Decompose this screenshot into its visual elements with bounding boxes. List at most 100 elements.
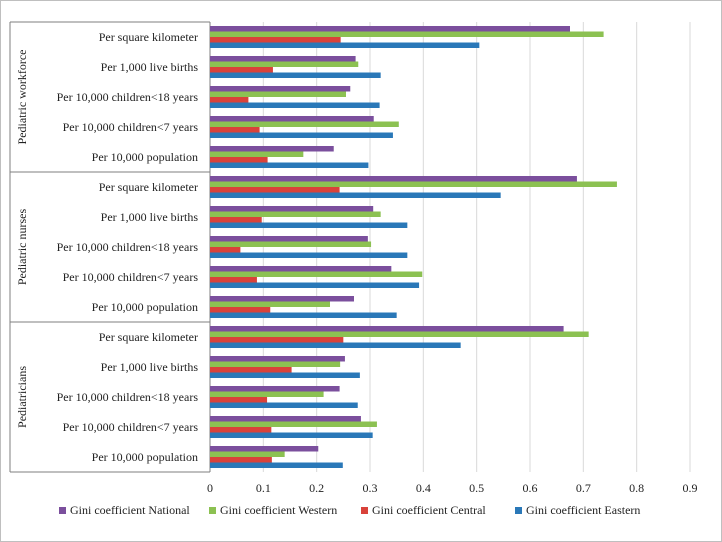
labels: 0 0.1 0.2 0.3 0.4 0.5 0.6 0.7 0.8 0.9 Pediatric wo… <box>15 30 698 495</box>
bar-pediatricians-per-10-000-population-gini-coefficient-national <box>210 446 319 452</box>
bar-pediatricians-per-10-000-children-18-years-gini-coefficient-central <box>210 397 268 403</box>
bar-pediatricians-per-10-000-children-7-years-gini-coefficient-national <box>210 416 361 422</box>
bar-pediatric-workforce-per-10-000-children-18-years-gini-coefficient-eastern <box>210 102 380 108</box>
x-tick-label: 0.1 <box>256 481 271 495</box>
x-tick-label: 0.7 <box>576 481 591 495</box>
x-tick-label: 0.4 <box>416 481 431 495</box>
bar-pediatricians-per-1-000-live-births-gini-coefficient-national <box>210 356 345 362</box>
category-label: Per 10,000 population <box>92 450 198 464</box>
legend-swatch-gini-coefficient-central <box>361 507 368 514</box>
category-label: Per 10,000 children<7 years <box>63 270 199 284</box>
bar-pediatric-workforce-per-square-kilometer-gini-coefficient-eastern <box>210 42 480 48</box>
bar-pediatric-nurses-per-square-kilometer-gini-coefficient-central <box>210 187 340 193</box>
bar-pediatric-workforce-per-10-000-children-7-years-gini-coefficient-western <box>210 121 399 127</box>
bar-pediatricians-per-square-kilometer-gini-coefficient-national <box>210 326 564 332</box>
bar-pediatricians-per-square-kilometer-gini-coefficient-central <box>210 337 344 343</box>
bar-pediatric-nurses-per-10-000-population-gini-coefficient-eastern <box>210 312 397 318</box>
bar-pediatric-nurses-per-10-000-children-18-years-gini-coefficient-national <box>210 236 368 242</box>
legend-label-gini-coefficient-central: Gini coefficient Central <box>372 503 486 517</box>
bar-pediatric-workforce-per-10-000-population-gini-coefficient-eastern <box>210 162 369 168</box>
bar-pediatric-nurses-per-10-000-population-gini-coefficient-western <box>210 301 330 307</box>
category-label: Per 1,000 live births <box>101 360 199 374</box>
bar-pediatric-nurses-per-10-000-children-7-years-gini-coefficient-western <box>210 271 423 277</box>
bar-pediatric-workforce-per-10-000-children-7-years-gini-coefficient-central <box>210 127 260 133</box>
category-label: Per 1,000 live births <box>101 60 199 74</box>
x-tick-label: 0.2 <box>309 481 324 495</box>
bar-pediatricians-per-square-kilometer-gini-coefficient-eastern <box>210 342 461 348</box>
bar-pediatricians-per-1-000-live-births-gini-coefficient-western <box>210 361 341 367</box>
bar-pediatric-nurses-per-1-000-live-births-gini-coefficient-central <box>210 217 262 223</box>
bar-pediatric-workforce-per-1-000-live-births-gini-coefficient-western <box>210 61 359 67</box>
bar-pediatric-workforce-per-square-kilometer-gini-coefficient-national <box>210 26 570 32</box>
legend-label-gini-coefficient-eastern: Gini coefficient Eastern <box>526 503 640 517</box>
category-label: Per 10,000 population <box>92 300 198 314</box>
x-tick-label: 0.3 <box>363 481 378 495</box>
category-label: Per square kilometer <box>99 180 198 194</box>
bar-pediatric-nurses-per-1-000-live-births-gini-coefficient-eastern <box>210 222 408 228</box>
bar-pediatric-workforce-per-10-000-children-18-years-gini-coefficient-national <box>210 86 351 92</box>
legend-swatch-gini-coefficient-eastern <box>515 507 522 514</box>
bar-pediatric-workforce-per-1-000-live-births-gini-coefficient-eastern <box>210 72 381 78</box>
bar-pediatricians-per-10-000-children-7-years-gini-coefficient-western <box>210 421 377 427</box>
bar-pediatric-workforce-per-10-000-children-18-years-gini-coefficient-central <box>210 97 249 103</box>
bar-pediatric-nurses-per-10-000-children-18-years-gini-coefficient-western <box>210 241 372 247</box>
bar-pediatricians-per-10-000-population-gini-coefficient-western <box>210 451 285 457</box>
bar-pediatric-nurses-per-10-000-children-18-years-gini-coefficient-eastern <box>210 252 408 258</box>
bar-pediatric-nurses-per-1-000-live-births-gini-coefficient-national <box>210 206 374 212</box>
bar-pediatric-workforce-per-1-000-live-births-gini-coefficient-central <box>210 67 273 73</box>
category-label: Per square kilometer <box>99 330 198 344</box>
bar-pediatric-nurses-per-10-000-children-7-years-gini-coefficient-national <box>210 266 392 272</box>
group-label-pediatric-workforce: Pediatric workforce <box>15 50 29 145</box>
x-tick-label: 0.6 <box>523 481 538 495</box>
bar-pediatric-workforce-per-10-000-population-gini-coefficient-western <box>210 151 304 157</box>
bar-pediatricians-per-1-000-live-births-gini-coefficient-central <box>210 367 292 373</box>
bar-pediatric-workforce-per-square-kilometer-gini-coefficient-western <box>210 31 604 37</box>
x-tick-label: 0 <box>207 481 213 495</box>
bar-pediatric-workforce-per-10-000-children-7-years-gini-coefficient-eastern <box>210 132 393 138</box>
bar-pediatric-workforce-per-10-000-children-7-years-gini-coefficient-national <box>210 116 374 122</box>
bar-pediatric-nurses-per-10-000-children-7-years-gini-coefficient-eastern <box>210 282 420 288</box>
bar-pediatricians-per-1-000-live-births-gini-coefficient-eastern <box>210 372 360 378</box>
bar-pediatricians-per-10-000-population-gini-coefficient-eastern <box>210 462 343 468</box>
bar-pediatricians-per-10-000-children-7-years-gini-coefficient-eastern <box>210 432 373 438</box>
legend-swatch-gini-coefficient-national <box>59 507 66 514</box>
bar-pediatric-workforce-per-10-000-children-18-years-gini-coefficient-western <box>210 91 346 97</box>
bar-pediatric-nurses-per-10-000-children-7-years-gini-coefficient-central <box>210 277 257 283</box>
category-label: Per 10,000 children<18 years <box>57 240 199 254</box>
category-label: Per 10,000 population <box>92 150 198 164</box>
bar-pediatric-workforce-per-1-000-live-births-gini-coefficient-national <box>210 56 356 62</box>
bar-pediatric-nurses-per-10-000-population-gini-coefficient-central <box>210 307 271 313</box>
bar-pediatric-nurses-per-square-kilometer-gini-coefficient-eastern <box>210 192 501 198</box>
bar-pediatric-workforce-per-square-kilometer-gini-coefficient-central <box>210 37 341 43</box>
category-label: Per 10,000 children<7 years <box>63 420 199 434</box>
legend: Gini coefficient National Gini coefficien… <box>59 503 640 517</box>
bar-pediatric-nurses-per-square-kilometer-gini-coefficient-national <box>210 176 577 182</box>
bar-pediatric-workforce-per-10-000-population-gini-coefficient-national <box>210 146 334 152</box>
bar-pediatricians-per-10-000-children-18-years-gini-coefficient-eastern <box>210 402 358 408</box>
bar-pediatric-nurses-per-10-000-children-18-years-gini-coefficient-central <box>210 247 241 253</box>
legend-label-gini-coefficient-national: Gini coefficient National <box>70 503 190 517</box>
legend-label-gini-coefficient-western: Gini coefficient Western <box>220 503 337 517</box>
bar-pediatricians-per-10-000-children-18-years-gini-coefficient-western <box>210 391 324 397</box>
bar-pediatricians-per-10-000-children-7-years-gini-coefficient-central <box>210 427 272 433</box>
category-label: Per 1,000 live births <box>101 210 199 224</box>
bar-pediatric-nurses-per-10-000-population-gini-coefficient-national <box>210 296 354 302</box>
bars <box>210 26 617 468</box>
bar-pediatric-nurses-per-1-000-live-births-gini-coefficient-western <box>210 211 381 217</box>
x-tick-label: 0.8 <box>629 481 644 495</box>
bar-pediatric-workforce-per-10-000-population-gini-coefficient-central <box>210 157 268 163</box>
group-label-pediatricians: Pediatricians <box>15 366 29 428</box>
x-tick-label: 0.9 <box>683 481 698 495</box>
bar-pediatricians-per-square-kilometer-gini-coefficient-western <box>210 331 589 337</box>
group-label-pediatric-nurses: Pediatric nurses <box>15 209 29 286</box>
category-label: Per 10,000 children<18 years <box>57 390 199 404</box>
bar-pediatricians-per-10-000-population-gini-coefficient-central <box>210 457 272 463</box>
bar-pediatricians-per-10-000-children-18-years-gini-coefficient-national <box>210 386 340 392</box>
bar-pediatric-nurses-per-square-kilometer-gini-coefficient-western <box>210 181 617 187</box>
category-label: Per 10,000 children<18 years <box>57 90 199 104</box>
category-label: Per square kilometer <box>99 30 198 44</box>
category-label: Per 10,000 children<7 years <box>63 120 199 134</box>
legend-swatch-gini-coefficient-western <box>209 507 216 514</box>
